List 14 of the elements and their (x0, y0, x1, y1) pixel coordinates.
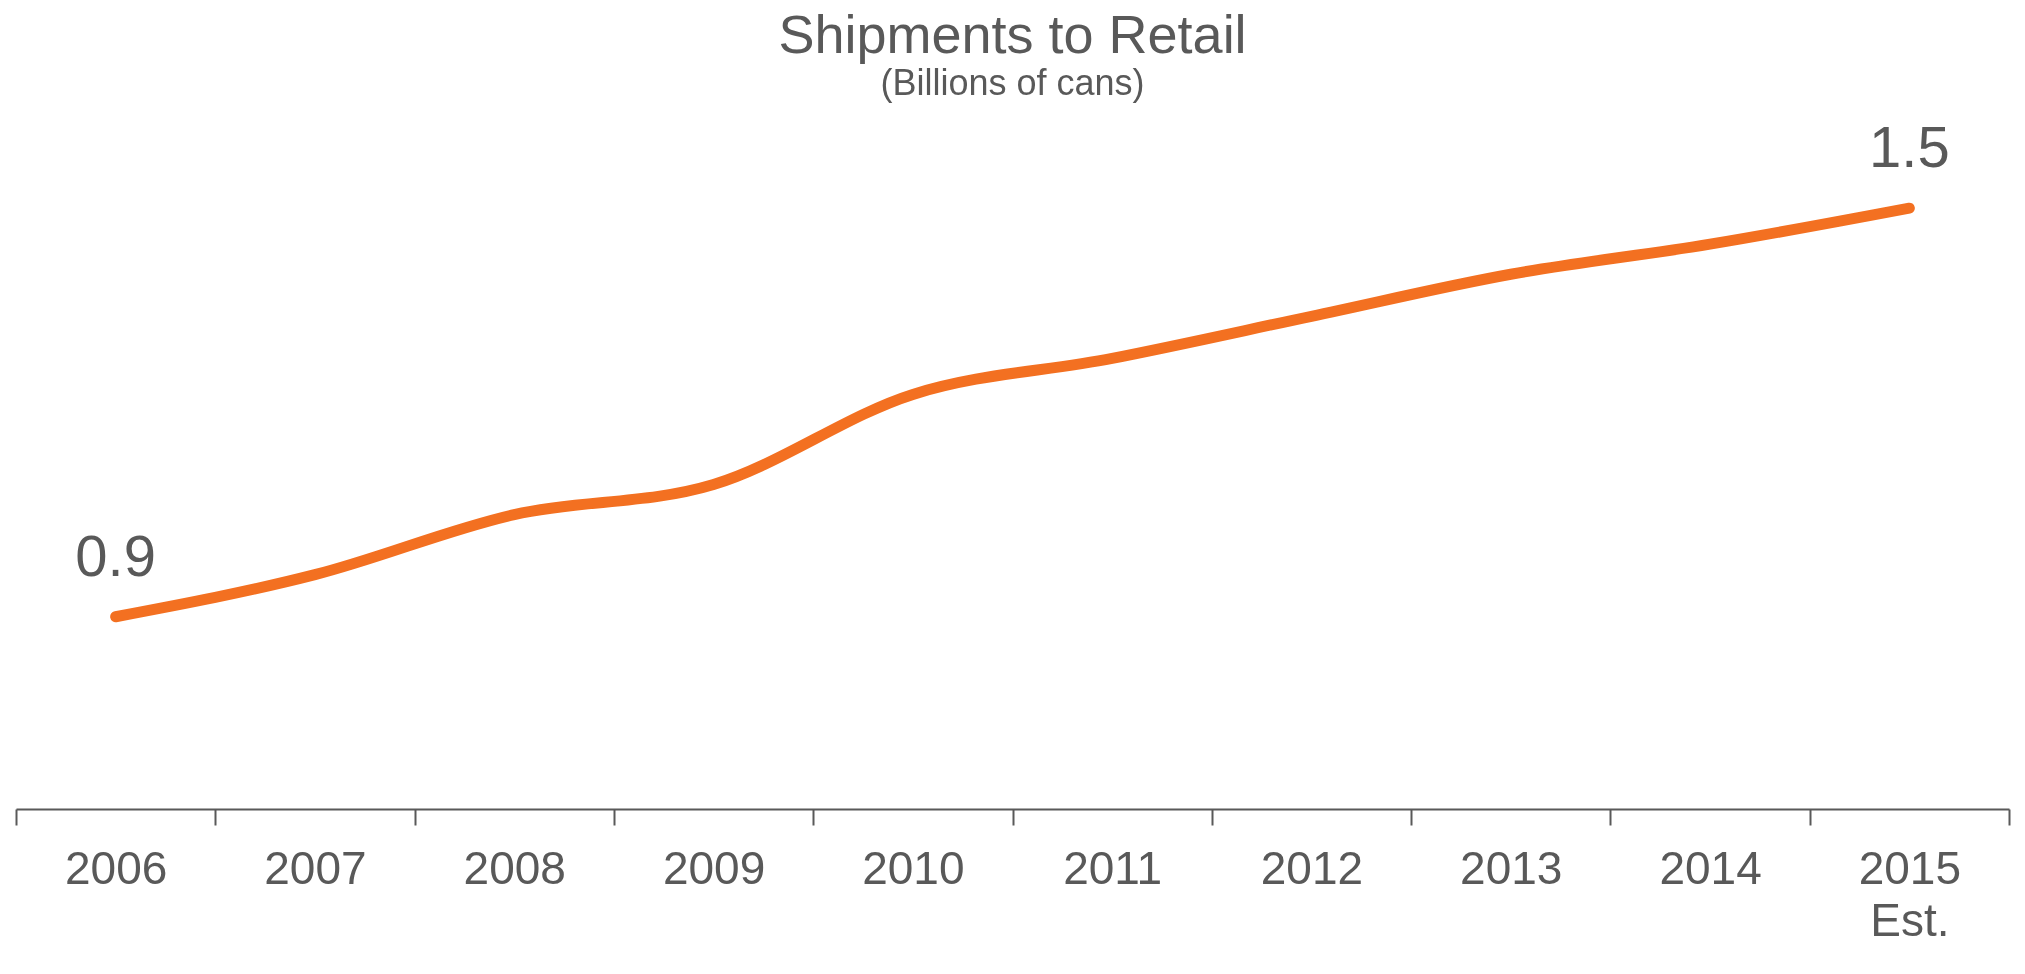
x-tick-label: 2015 Est. (1858, 841, 1962, 946)
text: 1.5 (1869, 114, 1950, 180)
x-tick-label: 2010 (862, 841, 965, 894)
x-tick-label: 2012 (1260, 841, 1364, 894)
x-tick-label: 2009 (662, 841, 766, 894)
x-tick-label: 2011 (1063, 841, 1163, 894)
chart-title: Shipments to Retail (778, 4, 1247, 64)
x-tick-label: 2006 (64, 841, 168, 894)
x-tick-label: 2013 (1460, 841, 1563, 894)
x-tick-label: 2008 (463, 841, 566, 894)
x-tick-label: 2014 (1659, 841, 1762, 894)
chart-subtitle: (Billions of cans) (880, 62, 1145, 103)
x-tick-label: 2007 (264, 841, 367, 894)
text: 0.9 (75, 522, 156, 588)
